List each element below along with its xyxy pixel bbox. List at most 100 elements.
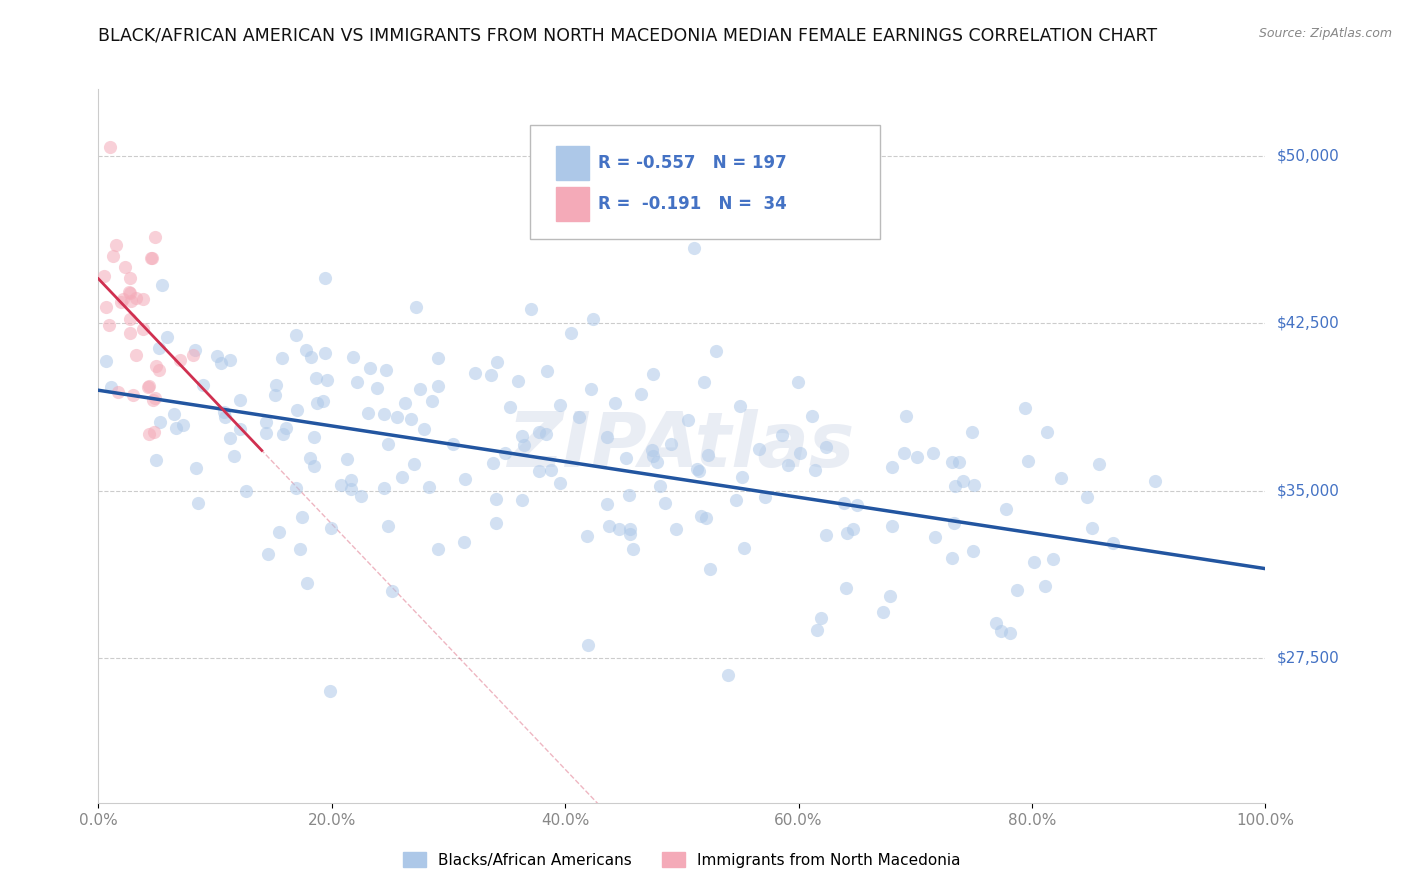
Point [641, 442, 664, 457]
Point [212, 405, 235, 419]
Point [120, 286, 142, 301]
Point [427, 351, 450, 365]
Point [148, 415, 170, 429]
Point [835, 581, 858, 595]
Point [995, 502, 1018, 516]
Point [404, 457, 426, 471]
Point [1042, 552, 1064, 566]
Point [387, 410, 409, 425]
Point [426, 541, 449, 556]
Point [228, 422, 250, 436]
Point [373, 481, 395, 495]
Point [754, 490, 776, 504]
Point [330, 478, 353, 492]
Point [224, 449, 246, 463]
Point [962, 425, 984, 439]
Point [527, 464, 550, 478]
Point [1080, 521, 1102, 535]
Point [125, 348, 148, 362]
Text: ZIPAtlas: ZIPAtlas [508, 409, 856, 483]
Point [540, 463, 562, 477]
Point [596, 430, 619, 444]
Point [596, 497, 619, 511]
Point [148, 363, 170, 377]
Point [148, 342, 170, 356]
Point [142, 392, 165, 407]
Point [1035, 425, 1057, 439]
Point [373, 407, 395, 421]
Point [184, 460, 207, 475]
Point [138, 426, 160, 441]
Point [136, 379, 159, 393]
Point [184, 343, 207, 358]
Point [814, 528, 837, 542]
Point [340, 482, 363, 496]
Point [787, 375, 810, 389]
Point [659, 436, 682, 450]
Point [391, 470, 413, 484]
FancyBboxPatch shape [530, 125, 880, 239]
Point [882, 459, 904, 474]
Point [665, 522, 688, 536]
Point [299, 450, 322, 465]
Point [254, 425, 277, 440]
Point [619, 488, 641, 502]
Point [645, 455, 668, 469]
Point [1014, 401, 1036, 416]
Point [314, 270, 336, 285]
Point [512, 493, 534, 508]
Point [922, 446, 945, 460]
Point [683, 241, 706, 255]
Point [94, 300, 117, 314]
Point [1102, 536, 1125, 550]
Point [267, 525, 290, 540]
Text: $35,000: $35,000 [1277, 483, 1340, 498]
Point [122, 388, 145, 402]
Text: R = -0.557   N = 197: R = -0.557 N = 197 [598, 153, 786, 171]
Point [948, 455, 970, 469]
Point [894, 409, 917, 423]
Point [394, 396, 416, 410]
Point [187, 496, 209, 510]
Point [143, 391, 166, 405]
Point [100, 380, 122, 394]
Point [943, 479, 966, 493]
Point [482, 456, 505, 470]
Point [728, 399, 751, 413]
Point [688, 464, 710, 478]
Point [235, 484, 257, 499]
Point [155, 329, 177, 343]
Point [377, 518, 399, 533]
Point [924, 530, 946, 544]
Point [271, 426, 294, 441]
Point [138, 378, 160, 392]
Text: $42,500: $42,500 [1277, 316, 1340, 331]
Point [548, 476, 571, 491]
Point [776, 458, 799, 472]
Point [342, 351, 364, 365]
Point [413, 422, 436, 436]
Point [941, 455, 963, 469]
Point [748, 442, 770, 457]
Point [100, 140, 122, 154]
Point [97, 318, 120, 333]
Point [804, 463, 827, 477]
Point [486, 355, 509, 369]
Point [101, 249, 124, 263]
Point [603, 396, 626, 410]
Point [284, 481, 307, 495]
Point [288, 542, 311, 557]
Point [512, 438, 534, 452]
Point [706, 343, 728, 358]
Point [172, 417, 194, 432]
Point [842, 522, 865, 536]
Point [169, 352, 191, 367]
Point [725, 493, 748, 508]
Point [274, 420, 297, 434]
Point [132, 322, 155, 336]
Point [381, 584, 404, 599]
Point [905, 450, 928, 465]
Point [93, 269, 115, 284]
Point [141, 251, 163, 265]
Point [963, 478, 986, 492]
